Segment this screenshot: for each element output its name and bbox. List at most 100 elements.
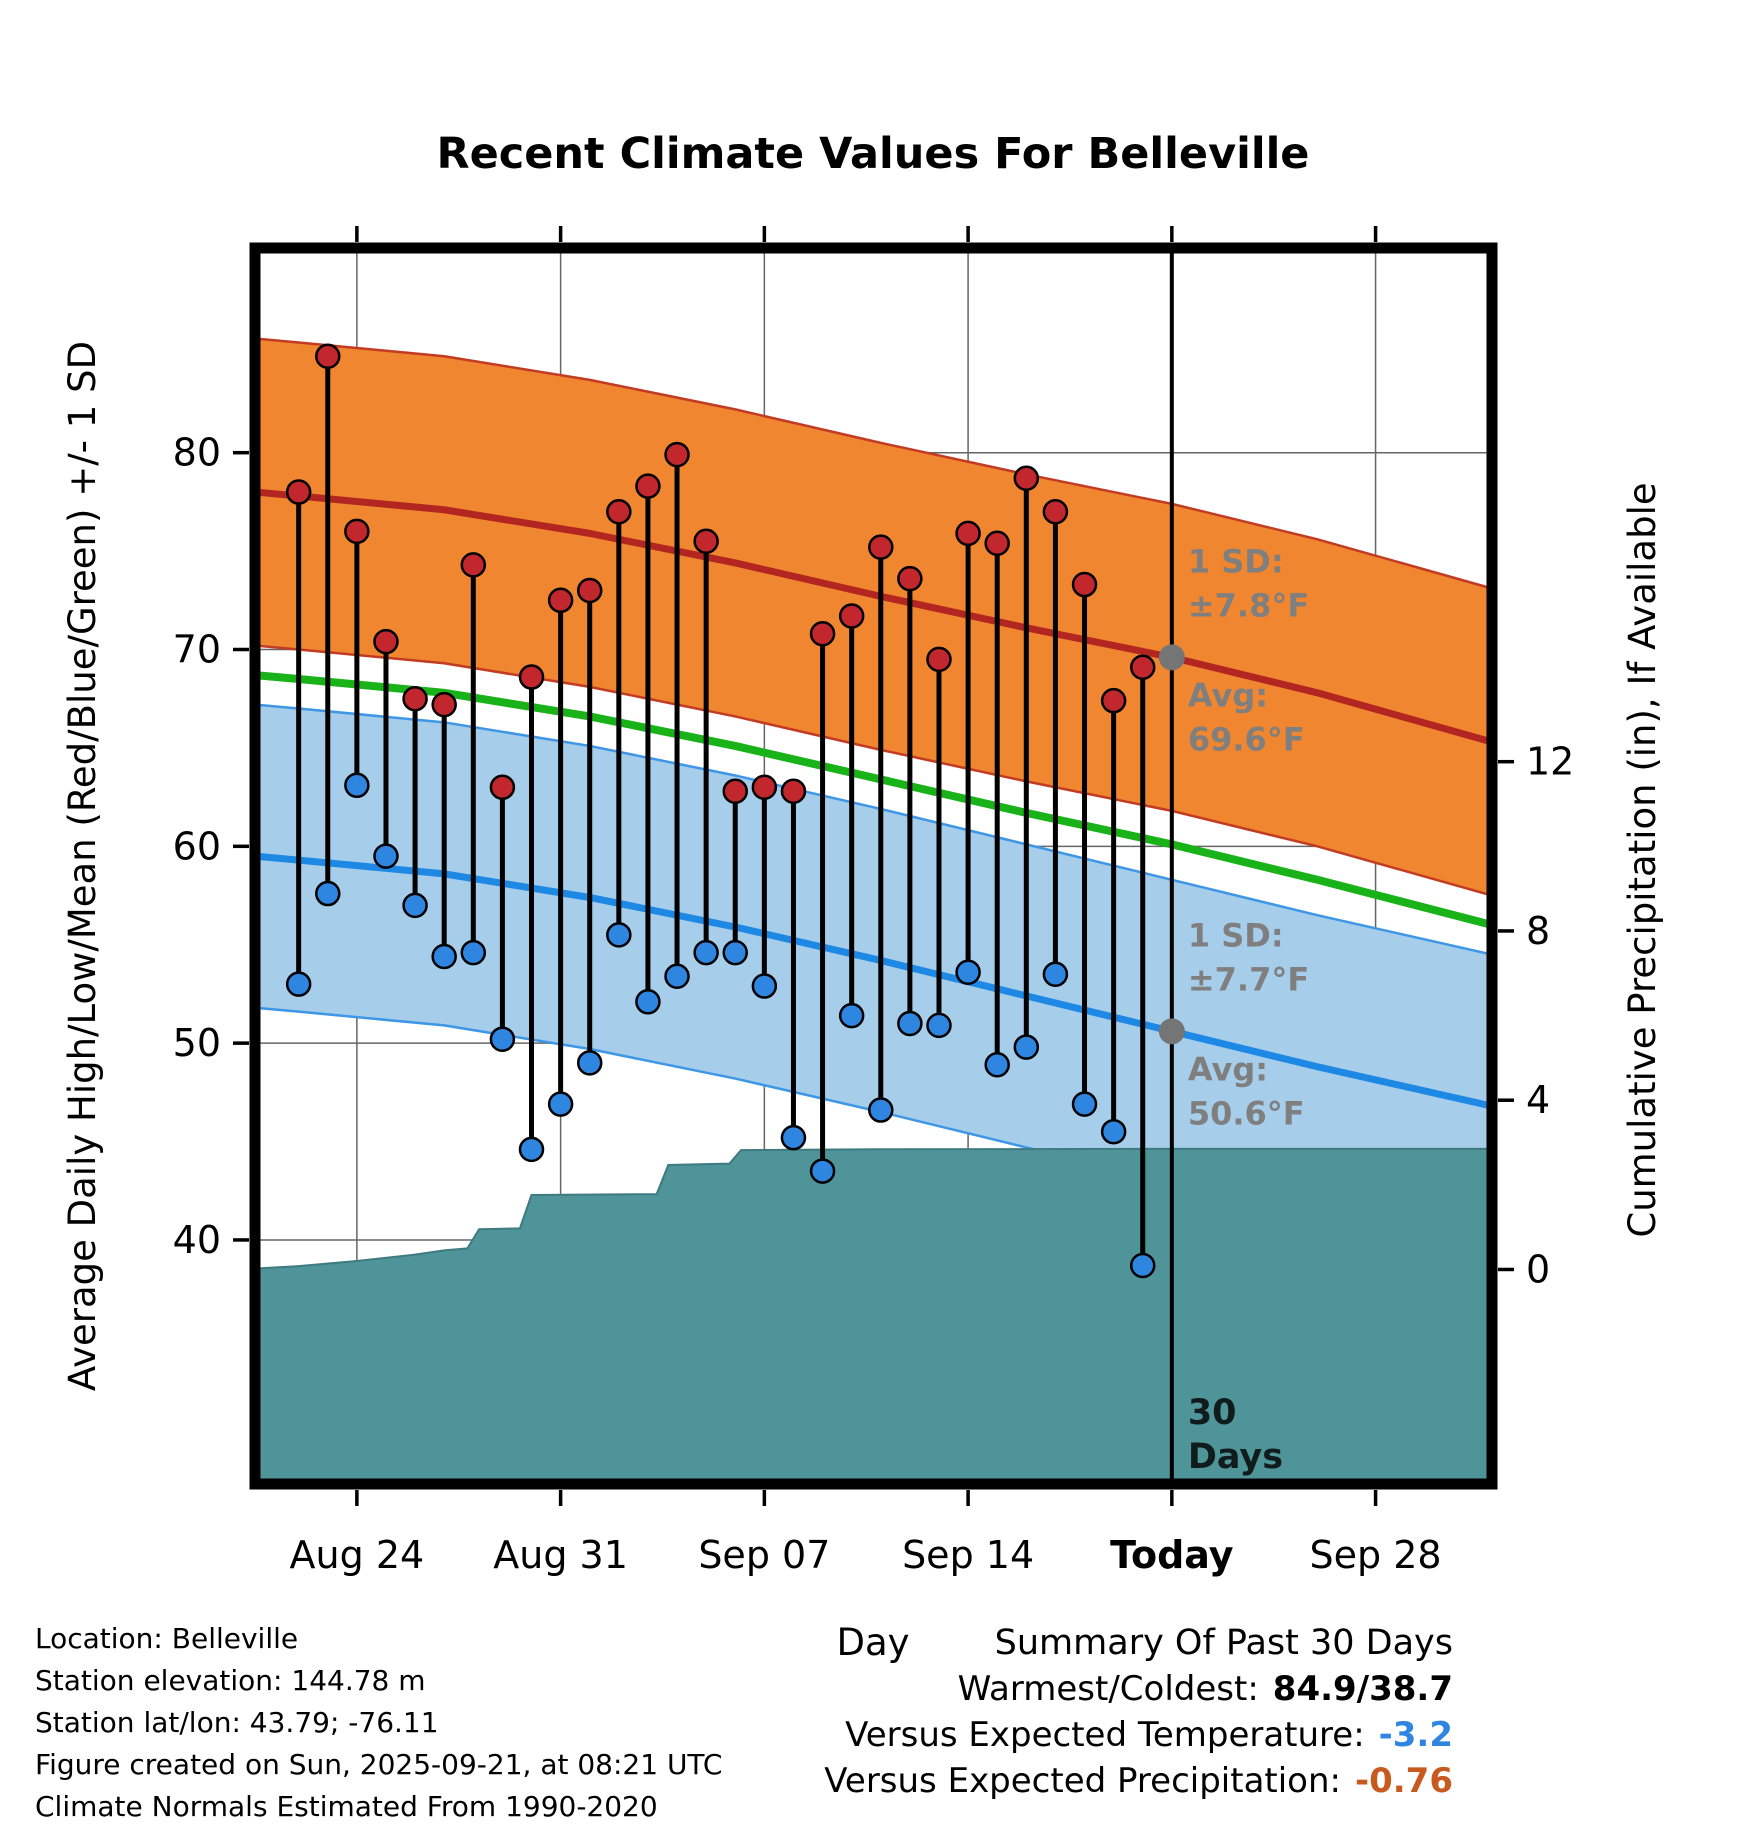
- y-right-tick-label: 12: [1526, 740, 1574, 784]
- daily-high-dot: [489, 774, 516, 801]
- daily-high-dot: [751, 774, 778, 801]
- daily-low-dot: [518, 1136, 545, 1163]
- daily-high-dot: [373, 628, 399, 655]
- x-axis-label: Day: [836, 1621, 909, 1664]
- x-tick-label: Sep 07: [698, 1533, 830, 1577]
- annotation-30-days: 30: [1188, 1393, 1237, 1433]
- y-left-tick-label: 80: [173, 431, 221, 475]
- daily-low-dot: [984, 1052, 1010, 1078]
- station-elevation: Station elevation: 144.78 m: [35, 1664, 426, 1697]
- daily-low-dot: [635, 989, 661, 1015]
- low-band-upper-edge: [254, 703, 1493, 956]
- annotation-low-avg: 50.6°F: [1188, 1094, 1305, 1132]
- y-right-tick-label: 8: [1526, 909, 1550, 953]
- daily-high-dot: [460, 552, 487, 578]
- y-right-tick-label: 4: [1526, 1078, 1550, 1122]
- low-normal-band: [255, 704, 1492, 1258]
- summary-title: Summary Of Past 30 Days: [994, 1623, 1453, 1663]
- daily-low-dot: [1129, 1252, 1156, 1279]
- annotation-low-sd: ±7.7°F: [1188, 960, 1309, 998]
- precip-curve: [254, 1147, 1492, 1270]
- y-left-tick-label: 60: [173, 824, 221, 868]
- daily-high-dot: [984, 530, 1010, 556]
- daily-high-dot: [1129, 654, 1156, 680]
- vs-precip-label: Versus Expected Precipitation:: [824, 1761, 1341, 1801]
- daily-high-dot: [722, 778, 748, 804]
- annotation-high-sd: 1 SD:: [1188, 542, 1284, 580]
- daily-low-dot: [315, 880, 341, 907]
- y-left-tick-label: 70: [173, 628, 221, 672]
- summary-warmest-coldest: Warmest/Coldest: 84.9/38.7: [824, 1666, 1453, 1712]
- high-normal-band: [255, 338, 1492, 896]
- daily-mean-line: [254, 671, 1494, 929]
- daily-low-dot: [751, 973, 778, 999]
- daily-low-dot: [722, 939, 748, 966]
- y-axis-label-left: Average Daily High/Low/Mean (Red/Blue/Gr…: [61, 341, 104, 1391]
- daily-low-dot: [868, 1097, 894, 1123]
- daily-low-dot: [402, 892, 428, 919]
- daily-low-dot: [780, 1124, 807, 1151]
- station-location: Location: Belleville: [35, 1622, 299, 1655]
- high-band-upper-edge: [254, 337, 1493, 590]
- daily-low-dot: [693, 939, 719, 966]
- daily-low-dot: [955, 959, 981, 986]
- summary-panel: Summary Of Past 30 Days Warmest/Coldest:…: [824, 1620, 1453, 1804]
- daily-high-dot: [693, 528, 719, 555]
- today-low-avg-dot: [1158, 1018, 1185, 1045]
- daily-low-dot: [1013, 1034, 1040, 1060]
- annotation-low-avg: Avg:: [1188, 1050, 1268, 1088]
- daily-low-dot: [606, 922, 632, 948]
- daily-high-dot: [955, 520, 981, 547]
- daily-low-dot: [285, 971, 312, 997]
- daily-low-dot: [373, 843, 399, 869]
- daily-high-dot: [431, 691, 457, 718]
- warmest-coldest-label: Warmest/Coldest:: [957, 1669, 1259, 1709]
- daily-high-dot: [780, 778, 807, 804]
- daily-high-dot: [402, 685, 428, 712]
- x-tick-label: Sep 28: [1310, 1533, 1442, 1577]
- climate-normals-note: Climate Normals Estimated From 1990-2020: [35, 1790, 658, 1823]
- daily-low-dot: [926, 1012, 952, 1039]
- daily-high-dot: [315, 343, 341, 369]
- y-right-tick-label: 0: [1526, 1247, 1550, 1291]
- y-left-tick-label: 40: [173, 1218, 221, 1262]
- vs-temp-label: Versus Expected Temperature:: [845, 1715, 1365, 1755]
- daily-high-dot: [1071, 571, 1098, 598]
- station-info: Location: Belleville Station elevation: …: [35, 1618, 722, 1828]
- vs-temp-value: -3.2: [1378, 1715, 1453, 1755]
- daily-high-dot: [285, 479, 312, 505]
- x-tick-label: Aug 31: [493, 1533, 628, 1577]
- y-left-tick-label: 50: [173, 1021, 221, 1065]
- daily-high-dot: [1042, 498, 1069, 525]
- summary-vs-precipitation: Versus Expected Precipitation: -0.76: [824, 1758, 1453, 1804]
- y-axis-label-right: Cumulative Precipitation (in), If Availa…: [1621, 482, 1664, 1237]
- today-high-avg-dot: [1158, 644, 1185, 671]
- daily-low-dot: [547, 1091, 574, 1117]
- daily-high-dot: [838, 603, 865, 629]
- station-latlon: Station lat/lon: 43.79; -76.11: [35, 1706, 439, 1739]
- daily-low-dot: [489, 1026, 516, 1052]
- daily-low-dot: [344, 772, 370, 799]
- daily-low-dot: [431, 943, 457, 970]
- daily-high-dot: [606, 498, 632, 525]
- daily-low-dot: [576, 1050, 603, 1076]
- daily-low-dot: [664, 963, 690, 989]
- chart-title: Recent Climate Values For Belleville: [437, 129, 1310, 179]
- daily-high-dot: [547, 587, 574, 614]
- daily-low-dot: [897, 1010, 923, 1037]
- low-mean-line: [254, 852, 1493, 1110]
- daily-low-dot: [838, 1002, 865, 1029]
- daily-high-dot: [664, 441, 690, 468]
- daily-high-dot: [635, 473, 661, 499]
- daily-high-dot: [518, 664, 545, 690]
- daily-high-dot: [576, 577, 603, 604]
- annotation-30-days: Days: [1188, 1437, 1283, 1477]
- high-band-lower-edge: [254, 644, 1493, 897]
- x-tick-label: Sep 14: [902, 1533, 1034, 1577]
- daily-low-dot: [460, 939, 487, 966]
- daily-high-dot: [926, 646, 952, 673]
- figure-created: Figure created on Sun, 2025-09-21, at 08…: [35, 1748, 723, 1781]
- daily-low-dot: [1100, 1118, 1127, 1145]
- daily-high-dot: [868, 534, 894, 560]
